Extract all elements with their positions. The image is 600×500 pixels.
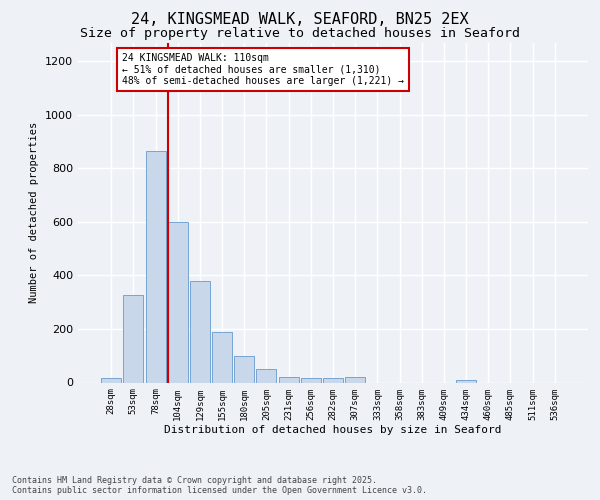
- Bar: [168, 222, 188, 382]
- Bar: [345, 377, 365, 382]
- Bar: [190, 282, 210, 382]
- Text: 24 KINGSMEAD WALK: 110sqm
← 51% of detached houses are smaller (1,310)
48% of se: 24 KINGSMEAD WALK: 110sqm ← 51% of detac…: [122, 53, 404, 86]
- Text: Contains HM Land Registry data © Crown copyright and database right 2025.
Contai: Contains HM Land Registry data © Crown c…: [12, 476, 427, 495]
- Text: Size of property relative to detached houses in Seaford: Size of property relative to detached ho…: [80, 28, 520, 40]
- Bar: [212, 332, 232, 382]
- Bar: [323, 378, 343, 382]
- Bar: [234, 356, 254, 382]
- Bar: [101, 378, 121, 382]
- Bar: [146, 151, 166, 382]
- Bar: [456, 380, 476, 382]
- Text: 24, KINGSMEAD WALK, SEAFORD, BN25 2EX: 24, KINGSMEAD WALK, SEAFORD, BN25 2EX: [131, 12, 469, 28]
- X-axis label: Distribution of detached houses by size in Seaford: Distribution of detached houses by size …: [164, 425, 502, 435]
- Bar: [278, 377, 299, 382]
- Bar: [256, 369, 277, 382]
- Y-axis label: Number of detached properties: Number of detached properties: [29, 122, 40, 303]
- Bar: [301, 378, 321, 382]
- Bar: [124, 296, 143, 382]
